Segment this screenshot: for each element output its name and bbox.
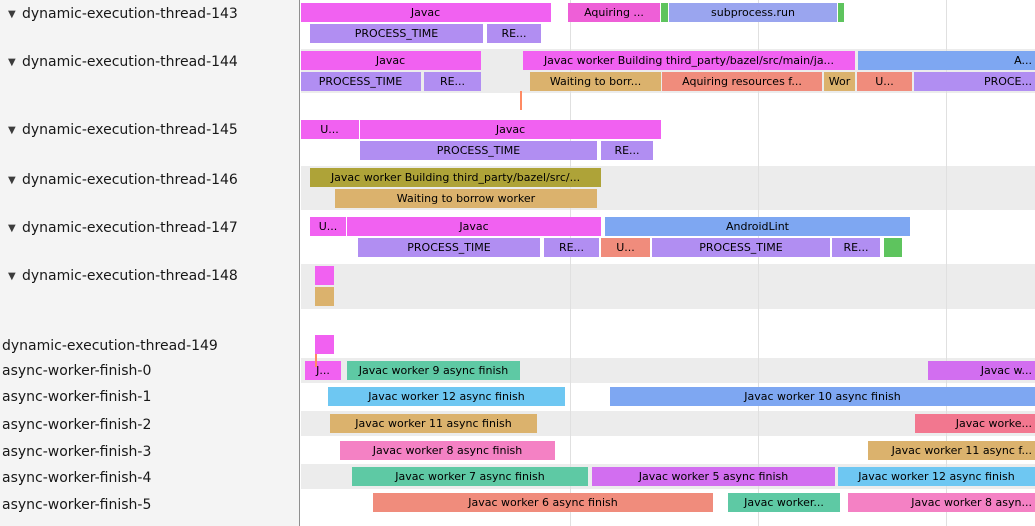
- gridline: [946, 0, 947, 526]
- trace-slice[interactable]: U...: [301, 120, 359, 139]
- track-label-row[interactable]: async-worker-finish-0: [0, 362, 300, 380]
- expand-triangle-icon[interactable]: ▼: [8, 174, 16, 186]
- trace-slice[interactable]: Waiting to borrow worker: [335, 189, 597, 208]
- flow-marker: [315, 354, 317, 367]
- track-label-row[interactable]: ▼ dynamic-execution-thread-148: [0, 267, 300, 285]
- trace-slice[interactable]: PROCESS_TIME: [360, 141, 597, 160]
- trace-slice[interactable]: Javac: [301, 51, 481, 70]
- trace-slice[interactable]: Javac: [301, 3, 551, 22]
- trace-slice[interactable]: U...: [601, 238, 650, 257]
- track-name: dynamic-execution-thread-147: [22, 220, 238, 236]
- track-label-row[interactable]: async-worker-finish-5: [0, 496, 300, 514]
- track-name: async-worker-finish-4: [2, 470, 152, 486]
- trace-slice[interactable]: Wor: [824, 72, 855, 91]
- trace-slice[interactable]: RE...: [601, 141, 653, 160]
- trace-slice[interactable]: Javac worker 7 async finish: [352, 467, 588, 486]
- trace-slice[interactable]: subprocess.run: [669, 3, 837, 22]
- expand-triangle-icon[interactable]: ▼: [8, 8, 16, 20]
- gridline: [570, 0, 571, 526]
- track-label-row[interactable]: async-worker-finish-4: [0, 469, 300, 487]
- track-label-row[interactable]: async-worker-finish-1: [0, 388, 300, 406]
- trace-slice[interactable]: Javac worker 9 async finish: [347, 361, 520, 380]
- track-label-row[interactable]: ▼ dynamic-execution-thread-143: [0, 5, 300, 23]
- track-name: dynamic-execution-thread-148: [22, 268, 238, 284]
- track-label-row[interactable]: ▼ dynamic-execution-thread-145: [0, 121, 300, 139]
- trace-slice[interactable]: Javac worker 12 async finish: [328, 387, 565, 406]
- trace-slice[interactable]: AndroidLint: [605, 217, 910, 236]
- track-label-row[interactable]: ▼ dynamic-execution-thread-146: [0, 171, 300, 189]
- trace-slice[interactable]: RE...: [544, 238, 599, 257]
- trace-slice[interactable]: Waiting to borr...: [530, 72, 661, 91]
- trace-slice[interactable]: Javac worke...: [915, 414, 1035, 433]
- trace-slice[interactable]: [661, 3, 668, 22]
- trace-slice[interactable]: PROCE...: [914, 72, 1035, 91]
- expand-triangle-icon[interactable]: ▼: [8, 124, 16, 136]
- track-name: dynamic-execution-thread-144: [22, 54, 238, 70]
- trace-slice[interactable]: [315, 266, 334, 285]
- trace-slice[interactable]: A...: [858, 51, 1035, 70]
- trace-slice[interactable]: [315, 335, 334, 354]
- track-background: [301, 264, 1035, 309]
- track-name: dynamic-execution-thread-149: [2, 338, 218, 354]
- track-name: dynamic-execution-thread-145: [22, 122, 238, 138]
- trace-slice[interactable]: U...: [857, 72, 912, 91]
- track-label-row[interactable]: async-worker-finish-3: [0, 443, 300, 461]
- trace-slice[interactable]: U...: [310, 217, 346, 236]
- trace-slice[interactable]: Javac worker 6 async finish: [373, 493, 713, 512]
- trace-slice[interactable]: RE...: [424, 72, 481, 91]
- track-name: async-worker-finish-3: [2, 444, 152, 460]
- trace-slice[interactable]: [884, 238, 902, 257]
- expand-triangle-icon[interactable]: ▼: [8, 222, 16, 234]
- gridline: [758, 0, 759, 526]
- timeline-canvas[interactable]: Javac Aquiring ... subprocess.run PROCESS_T…: [301, 0, 1035, 526]
- trace-slice[interactable]: [838, 3, 844, 22]
- trace-slice[interactable]: RE...: [832, 238, 880, 257]
- trace-slice[interactable]: PROCESS_TIME: [358, 238, 540, 257]
- trace-slice[interactable]: Javac worker 10 async finish: [610, 387, 1035, 406]
- trace-slice[interactable]: J...: [305, 361, 341, 380]
- track-name: async-worker-finish-2: [2, 417, 152, 433]
- track-name: async-worker-finish-5: [2, 497, 152, 513]
- track-name: async-worker-finish-1: [2, 389, 152, 405]
- track-label-row[interactable]: async-worker-finish-2: [0, 416, 300, 434]
- track-label-row[interactable]: dynamic-execution-thread-149: [0, 337, 300, 355]
- trace-slice[interactable]: Javac worker 11 async f...: [868, 441, 1035, 460]
- track-label-row[interactable]: ▼ dynamic-execution-thread-144: [0, 53, 300, 71]
- trace-slice[interactable]: Javac worker Building third_party/bazel/…: [523, 51, 855, 70]
- track-name-panel: ▼ dynamic-execution-thread-143 ▼ dynamic-ex…: [0, 0, 300, 526]
- trace-slice[interactable]: [315, 287, 334, 306]
- trace-slice[interactable]: Javac worker 5 async finish: [592, 467, 835, 486]
- trace-slice[interactable]: Javac worker 8 asyn...: [848, 493, 1035, 512]
- expand-triangle-icon[interactable]: ▼: [8, 56, 16, 68]
- trace-slice[interactable]: Javac w...: [928, 361, 1035, 380]
- trace-slice[interactable]: PROCESS_TIME: [652, 238, 830, 257]
- trace-slice[interactable]: Aquiring resources f...: [662, 72, 822, 91]
- trace-slice[interactable]: Javac: [360, 120, 661, 139]
- trace-slice[interactable]: PROCESS_TIME: [310, 24, 483, 43]
- track-label-row[interactable]: ▼ dynamic-execution-thread-147: [0, 219, 300, 237]
- trace-slice[interactable]: Aquiring ...: [568, 3, 660, 22]
- trace-slice[interactable]: Javac worker Building third_party/bazel/…: [310, 168, 601, 187]
- trace-slice[interactable]: Javac: [347, 217, 601, 236]
- trace-slice[interactable]: Javac worker 8 async finish: [340, 441, 555, 460]
- track-name: dynamic-execution-thread-143: [22, 6, 238, 22]
- trace-slice[interactable]: Javac worker 12 async finish: [838, 467, 1035, 486]
- trace-slice[interactable]: RE...: [487, 24, 541, 43]
- expand-triangle-icon[interactable]: ▼: [8, 270, 16, 282]
- trace-slice[interactable]: Javac worker...: [728, 493, 840, 512]
- track-name: dynamic-execution-thread-146: [22, 172, 238, 188]
- trace-slice[interactable]: Javac worker 11 async finish: [330, 414, 537, 433]
- trace-slice[interactable]: PROCESS_TIME: [301, 72, 421, 91]
- track-name: async-worker-finish-0: [2, 363, 152, 379]
- flow-marker: [520, 91, 522, 110]
